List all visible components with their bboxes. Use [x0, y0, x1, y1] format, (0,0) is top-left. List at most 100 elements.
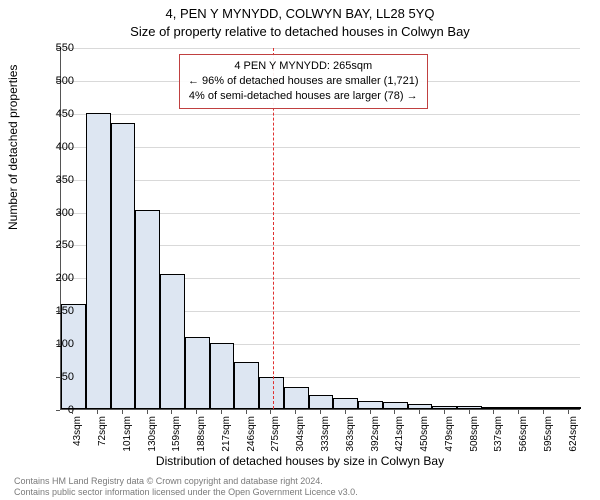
xtick-label: 508sqm — [469, 416, 480, 456]
xtick-label: 566sqm — [518, 416, 529, 456]
xtick-mark — [568, 410, 569, 414]
chart-container: 4, PEN Y MYNYDD, COLWYN BAY, LL28 5YQ Si… — [0, 0, 600, 500]
xtick-mark — [419, 410, 420, 414]
ytick-label: 500 — [34, 75, 74, 87]
xtick-mark — [270, 410, 271, 414]
xtick-label: 479sqm — [444, 416, 455, 456]
ytick-mark — [56, 147, 60, 148]
ytick-label: 50 — [34, 371, 74, 383]
ytick-mark — [56, 311, 60, 312]
ytick-label: 350 — [34, 174, 74, 186]
xtick-label: 72sqm — [97, 416, 108, 456]
xtick-mark — [246, 410, 247, 414]
xtick-mark — [97, 410, 98, 414]
xtick-mark — [221, 410, 222, 414]
xtick-label: 450sqm — [419, 416, 430, 456]
xtick-label: 392sqm — [370, 416, 381, 456]
ytick-label: 550 — [34, 42, 74, 54]
gridline — [61, 147, 580, 148]
xtick-mark — [320, 410, 321, 414]
xtick-mark — [370, 410, 371, 414]
histogram-bar — [135, 210, 160, 409]
ytick-mark — [56, 410, 60, 411]
xtick-mark — [196, 410, 197, 414]
histogram-bar — [210, 343, 235, 409]
histogram-bar — [111, 123, 136, 409]
xtick-mark — [345, 410, 346, 414]
y-axis-label: Number of detached properties — [6, 65, 20, 230]
ytick-label: 0 — [34, 404, 74, 416]
xtick-label: 43sqm — [72, 416, 83, 456]
xtick-label: 421sqm — [394, 416, 405, 456]
histogram-bar — [86, 113, 111, 409]
xtick-mark — [518, 410, 519, 414]
ytick-mark — [56, 245, 60, 246]
histogram-bar — [556, 407, 581, 409]
footer-line1: Contains HM Land Registry data © Crown c… — [14, 476, 358, 487]
xtick-label: 275sqm — [270, 416, 281, 456]
ytick-mark — [56, 377, 60, 378]
xtick-label: 537sqm — [493, 416, 504, 456]
xtick-label: 101sqm — [122, 416, 133, 456]
histogram-bar — [358, 401, 383, 409]
xtick-label: 595sqm — [543, 416, 554, 456]
xtick-label: 363sqm — [345, 416, 356, 456]
histogram-bar — [309, 395, 334, 409]
histogram-bar — [482, 407, 507, 409]
xtick-mark — [493, 410, 494, 414]
annotation-line3: 4% of semi-detached houses are larger (7… — [188, 89, 419, 104]
xtick-mark — [72, 410, 73, 414]
histogram-bar — [408, 404, 433, 409]
xtick-mark — [147, 410, 148, 414]
ytick-mark — [56, 81, 60, 82]
histogram-bar — [259, 377, 284, 409]
footer-line2: Contains public sector information licen… — [14, 487, 358, 498]
ytick-label: 200 — [34, 272, 74, 284]
histogram-bar — [507, 407, 532, 409]
ytick-mark — [56, 278, 60, 279]
xtick-mark — [394, 410, 395, 414]
xtick-label: 159sqm — [171, 416, 182, 456]
footer-attribution: Contains HM Land Registry data © Crown c… — [14, 476, 358, 498]
ytick-label: 250 — [34, 239, 74, 251]
gridline — [61, 48, 580, 49]
ytick-mark — [56, 213, 60, 214]
histogram-bar — [432, 406, 457, 409]
ytick-mark — [56, 344, 60, 345]
xtick-label: 130sqm — [147, 416, 158, 456]
ytick-mark — [56, 180, 60, 181]
histogram-bar — [61, 304, 86, 409]
ytick-label: 150 — [34, 305, 74, 317]
histogram-bar — [284, 387, 309, 409]
ytick-label: 100 — [34, 338, 74, 350]
gridline — [61, 180, 580, 181]
histogram-bar — [160, 274, 185, 409]
histogram-bar — [457, 406, 482, 409]
ytick-mark — [56, 48, 60, 49]
histogram-bar — [383, 402, 408, 409]
xtick-label: 624sqm — [568, 416, 579, 456]
ytick-label: 400 — [34, 141, 74, 153]
xtick-label: 188sqm — [196, 416, 207, 456]
ytick-label: 450 — [34, 108, 74, 120]
xtick-label: 217sqm — [221, 416, 232, 456]
title-address: 4, PEN Y MYNYDD, COLWYN BAY, LL28 5YQ — [0, 6, 600, 21]
xtick-mark — [469, 410, 470, 414]
x-axis-label: Distribution of detached houses by size … — [0, 454, 600, 468]
annotation-line2: ← 96% of detached houses are smaller (1,… — [188, 74, 419, 89]
xtick-mark — [543, 410, 544, 414]
ytick-mark — [56, 114, 60, 115]
histogram-bar — [531, 407, 556, 409]
xtick-mark — [444, 410, 445, 414]
annotation-box: 4 PEN Y MYNYDD: 265sqm ← 96% of detached… — [179, 54, 428, 109]
histogram-bar — [234, 362, 259, 409]
histogram-bar — [333, 398, 358, 409]
ytick-label: 300 — [34, 207, 74, 219]
xtick-mark — [295, 410, 296, 414]
xtick-mark — [171, 410, 172, 414]
xtick-mark — [122, 410, 123, 414]
plot-area: 4 PEN Y MYNYDD: 265sqm ← 96% of detached… — [60, 48, 580, 410]
xtick-label: 246sqm — [246, 416, 257, 456]
annotation-line1: 4 PEN Y MYNYDD: 265sqm — [188, 59, 419, 74]
gridline — [61, 114, 580, 115]
